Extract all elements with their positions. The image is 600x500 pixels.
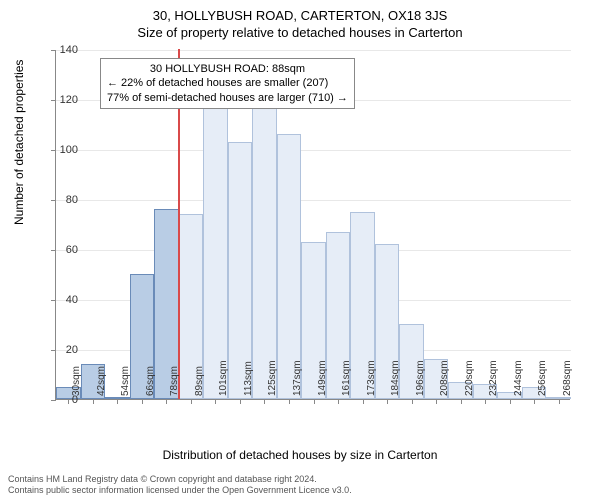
xtick-mark <box>559 399 560 404</box>
x-axis-label: Distribution of detached houses by size … <box>0 448 600 462</box>
xtick-label: 89sqm <box>194 366 205 396</box>
ytick-label: 100 <box>60 144 78 156</box>
xtick-label: 30sqm <box>71 366 82 396</box>
xtick-label: 232sqm <box>488 360 499 396</box>
xtick-mark <box>387 399 388 404</box>
ytick-mark <box>51 300 56 301</box>
xtick-mark <box>240 399 241 404</box>
xtick-label: 78sqm <box>169 366 180 396</box>
annotation-line1: 30 HOLLYBUSH ROAD: 88sqm <box>107 62 348 76</box>
xtick-mark <box>289 399 290 404</box>
ytick-label: 40 <box>66 294 78 306</box>
xtick-mark <box>314 399 315 404</box>
ytick-label: 140 <box>60 44 78 56</box>
annotation-line2: ← 22% of detached houses are smaller (20… <box>107 76 348 90</box>
xtick-label: 125sqm <box>267 360 278 396</box>
annotation-line3: 77% of semi-detached houses are larger (… <box>107 91 348 105</box>
xtick-label: 66sqm <box>145 366 156 396</box>
xtick-label: 268sqm <box>562 360 573 396</box>
histogram-bar <box>203 107 228 400</box>
xtick-mark <box>534 399 535 404</box>
ytick-mark <box>51 250 56 251</box>
ytick-label: 80 <box>66 194 78 206</box>
xtick-mark <box>142 399 143 404</box>
ytick-mark <box>51 400 56 401</box>
annotation-box: 30 HOLLYBUSH ROAD: 88sqm ← 22% of detach… <box>100 58 355 109</box>
ytick-mark <box>51 100 56 101</box>
xtick-mark <box>117 399 118 404</box>
gridline <box>56 50 571 51</box>
page-title: 30, HOLLYBUSH ROAD, CARTERTON, OX18 3JS <box>0 0 600 23</box>
ytick-mark <box>51 350 56 351</box>
xtick-label: 149sqm <box>317 360 328 396</box>
xtick-label: 220sqm <box>464 360 475 396</box>
xtick-label: 137sqm <box>292 360 303 396</box>
xtick-label: 208sqm <box>439 360 450 396</box>
xtick-label: 256sqm <box>537 360 548 396</box>
xtick-mark <box>363 399 364 404</box>
xtick-mark <box>68 399 69 404</box>
footer-attribution: Contains HM Land Registry data © Crown c… <box>8 474 592 496</box>
chart-subtitle: Size of property relative to detached ho… <box>0 23 600 40</box>
xtick-mark <box>191 399 192 404</box>
xtick-mark <box>510 399 511 404</box>
xtick-mark <box>436 399 437 404</box>
histogram-bar <box>277 134 302 399</box>
ytick-mark <box>51 200 56 201</box>
xtick-label: 184sqm <box>390 360 401 396</box>
xtick-mark <box>166 399 167 404</box>
xtick-mark <box>412 399 413 404</box>
gridline <box>56 150 571 151</box>
gridline <box>56 200 571 201</box>
xtick-mark <box>215 399 216 404</box>
xtick-label: 54sqm <box>120 366 131 396</box>
ytick-label: 60 <box>66 244 78 256</box>
xtick-label: 173sqm <box>366 360 377 396</box>
xtick-label: 42sqm <box>96 366 107 396</box>
xtick-mark <box>338 399 339 404</box>
xtick-label: 244sqm <box>513 360 524 396</box>
ytick-label: 120 <box>60 94 78 106</box>
xtick-label: 101sqm <box>218 360 229 396</box>
xtick-label: 113sqm <box>243 361 254 396</box>
xtick-mark <box>264 399 265 404</box>
xtick-mark <box>461 399 462 404</box>
ytick-mark <box>51 150 56 151</box>
ytick-label: 0 <box>72 394 78 406</box>
footer-line1: Contains HM Land Registry data © Crown c… <box>8 474 592 485</box>
ytick-mark <box>51 50 56 51</box>
footer-line2: Contains public sector information licen… <box>8 485 592 496</box>
ytick-label: 20 <box>66 344 78 356</box>
xtick-mark <box>485 399 486 404</box>
y-axis-label: Number of detached properties <box>12 60 26 225</box>
xtick-label: 196sqm <box>415 360 426 396</box>
xtick-mark <box>93 399 94 404</box>
histogram-bar <box>252 107 277 400</box>
xtick-label: 161sqm <box>341 360 352 396</box>
